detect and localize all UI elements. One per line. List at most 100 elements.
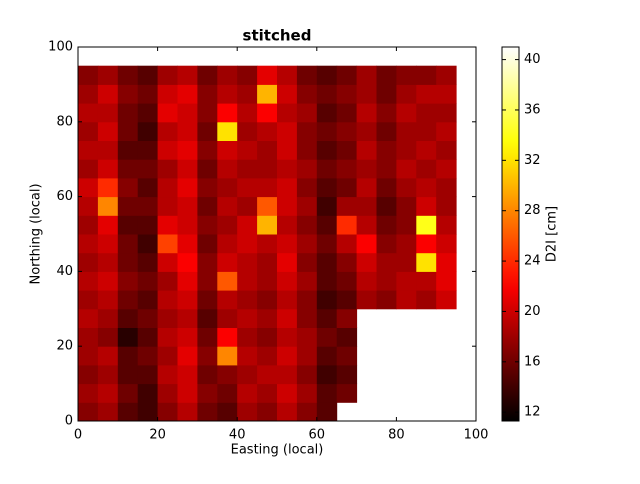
x-axis-label: Easting (local)	[231, 443, 324, 458]
heat-cell	[197, 290, 218, 310]
heat-cell	[97, 308, 119, 328]
heat-cell	[277, 65, 298, 85]
heat-cell	[396, 103, 417, 123]
heat-cell	[117, 215, 139, 235]
heat-cell	[177, 215, 198, 235]
heat-cell	[157, 103, 178, 123]
heat-cell	[277, 234, 298, 254]
heat-cell	[117, 252, 139, 272]
heat-cell	[177, 159, 198, 179]
heat-cell	[296, 327, 318, 347]
heat-cell	[277, 271, 298, 291]
heat-cell	[78, 121, 99, 141]
heat-cell	[416, 177, 437, 198]
colorbar-tick-label: 28	[524, 203, 541, 218]
heat-cell	[436, 196, 457, 216]
heat-cell	[97, 140, 119, 160]
heat-cell	[78, 215, 99, 235]
heat-cell	[237, 234, 258, 254]
heat-cell	[416, 65, 437, 85]
heat-cell	[117, 140, 139, 160]
heat-cell	[197, 308, 218, 328]
heat-cell	[376, 84, 397, 104]
heat-cell	[177, 346, 198, 366]
heat-cell	[356, 159, 377, 179]
heat-cell	[277, 177, 298, 198]
heat-cell	[396, 271, 417, 291]
heat-cell	[97, 196, 119, 216]
heat-cell	[237, 252, 258, 272]
heat-cell	[296, 103, 318, 123]
heat-cell	[257, 290, 278, 310]
heat-cell	[336, 346, 358, 366]
heat-cell	[237, 402, 258, 422]
heat-cell	[436, 84, 457, 104]
heat-cell	[137, 215, 159, 235]
heat-cell	[416, 159, 437, 179]
heat-cell	[436, 290, 457, 310]
y-tick-label: 80	[56, 114, 73, 129]
heat-cell	[396, 215, 417, 235]
heat-cell	[336, 308, 358, 328]
heat-cell	[117, 383, 139, 403]
heat-cell	[177, 140, 198, 160]
heat-cell	[177, 84, 198, 104]
x-tick-label: 100	[464, 428, 489, 443]
heat-cell	[257, 346, 278, 366]
heat-cell	[217, 177, 238, 198]
heat-cell	[197, 159, 218, 179]
heat-cell	[356, 234, 377, 254]
heat-cell	[137, 271, 159, 291]
heat-cell	[436, 121, 457, 141]
y-tick-label: 100	[48, 40, 73, 55]
heat-cell	[197, 402, 218, 422]
heat-cell	[197, 84, 218, 104]
heat-cell	[257, 196, 278, 216]
heat-cell	[117, 346, 139, 366]
heat-cell	[157, 364, 178, 385]
heat-cell	[177, 196, 198, 216]
heat-cell	[277, 308, 298, 328]
heat-cell	[177, 177, 198, 198]
heat-cell	[336, 364, 358, 385]
heat-cell	[137, 121, 159, 141]
heat-cell	[97, 215, 119, 235]
heat-cell	[97, 234, 119, 254]
heat-cell	[197, 271, 218, 291]
heat-cell	[336, 65, 358, 85]
heat-cell	[217, 271, 238, 291]
heat-cell	[436, 215, 457, 235]
y-tick-label: 60	[56, 189, 73, 204]
heat-cell	[237, 159, 258, 179]
heat-cell	[137, 84, 159, 104]
heat-cell	[237, 65, 258, 85]
colorbar-tick-label: 12	[524, 405, 541, 420]
heat-cell	[237, 364, 258, 385]
colorbar-tick-label: 20	[524, 304, 541, 319]
heat-cell	[97, 346, 119, 366]
heat-cell	[396, 196, 417, 216]
heat-cell	[376, 196, 397, 216]
heat-cell	[117, 234, 139, 254]
heat-cell	[157, 215, 178, 235]
heat-cell	[197, 215, 218, 235]
heat-cell	[177, 252, 198, 272]
heat-cell	[316, 103, 338, 123]
heat-cell	[316, 234, 338, 254]
heat-cell	[277, 346, 298, 366]
heat-cell	[78, 103, 99, 123]
heat-cell	[217, 103, 238, 123]
heat-cell	[277, 103, 298, 123]
heat-cell	[296, 196, 318, 216]
heat-cell	[117, 103, 139, 123]
heat-cell	[316, 121, 338, 141]
heat-cell	[197, 177, 218, 198]
heat-cell	[97, 271, 119, 291]
heat-cell	[396, 252, 417, 272]
heat-cell	[316, 383, 338, 403]
heat-cell	[396, 65, 417, 85]
heat-cell	[157, 196, 178, 216]
heat-cell	[376, 271, 397, 291]
heat-cell	[277, 402, 298, 422]
heat-cell	[396, 84, 417, 104]
